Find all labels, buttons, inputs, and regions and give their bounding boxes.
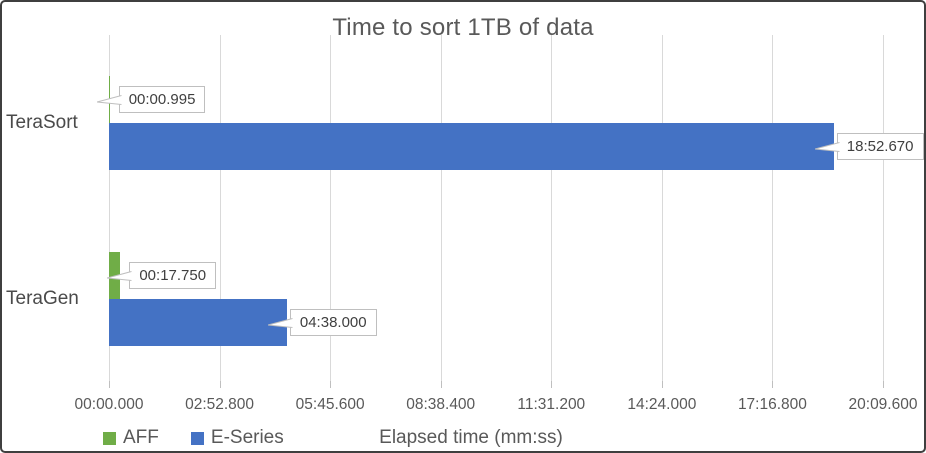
data-label-callout: 00:17.750 (107, 262, 217, 289)
gridline (219, 35, 221, 381)
legend-swatch-icon (103, 431, 116, 445)
axis-tick (551, 381, 553, 388)
legend-item-e-series: E-Series (190, 427, 284, 449)
gridline (772, 35, 774, 381)
chart-title: Time to sort 1TB of data (332, 14, 594, 41)
x-tick-label: 17:16.800 (737, 396, 807, 413)
x-tick-label: 08:38.400 (406, 396, 476, 413)
legend-label: AFF (123, 427, 159, 448)
gridline (330, 35, 332, 381)
gridline (661, 35, 663, 381)
category-label: TeraSort (6, 112, 78, 133)
axis-tick (219, 381, 221, 388)
x-tick-label: 11:31.200 (517, 396, 586, 413)
axis-tick (109, 381, 110, 388)
axis-tick (440, 381, 442, 388)
category-label: TeraGen (6, 288, 79, 309)
x-axis-title: Elapsed time (mm:ss) (379, 427, 563, 448)
axis-tick (661, 381, 663, 388)
x-tick-label: 00:00.000 (74, 396, 144, 413)
callout-leader-icon (107, 270, 132, 281)
legend-swatch-icon (190, 431, 204, 445)
gridline (109, 35, 110, 381)
bar-e-series-teragen (109, 299, 287, 346)
chart-footer: AFF E-Series Elapsed time (mm:ss) (2, 425, 924, 451)
axis-tick (883, 381, 884, 388)
data-label-callout: 18:52.670 (814, 133, 924, 160)
bar-e-series-terasort (109, 123, 834, 170)
gridline (440, 35, 442, 381)
legend-item-aff: AFF (103, 427, 159, 449)
axis-tick (772, 381, 774, 388)
data-label-callout: 04:38.000 (267, 309, 377, 336)
axis-tick (330, 381, 332, 388)
gridline (551, 35, 553, 381)
gridline (883, 35, 884, 381)
callout-leader-icon (267, 317, 293, 328)
x-tick-label: 20:09.600 (848, 396, 918, 413)
x-tick-label: 02:52.800 (185, 396, 255, 413)
data-label-callout: 00:00.995 (96, 86, 206, 113)
legend-label: E-Series (210, 427, 284, 448)
x-tick-label: 14:24.000 (627, 396, 697, 413)
callout-leader-icon (814, 141, 840, 152)
callout-leader-icon (96, 94, 122, 105)
legend: AFF E-Series (103, 425, 284, 451)
x-tick-label: 05:45.600 (295, 396, 365, 413)
